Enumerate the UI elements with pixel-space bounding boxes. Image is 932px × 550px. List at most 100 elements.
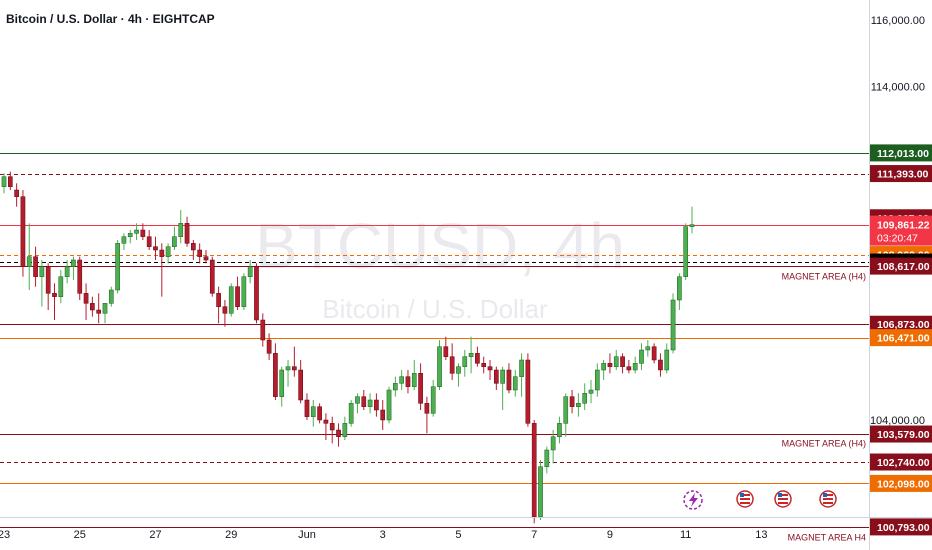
event-icons [683,490,837,510]
time-tick-label: 11 [680,529,691,541]
candle [626,360,632,374]
candle-body [197,249,203,257]
us-flag-event-icon[interactable] [819,490,837,508]
us-flag-event-icon[interactable] [736,490,754,508]
candle [266,333,272,360]
price-label-text: 100,793.00 [877,522,930,534]
candle-body [266,339,272,354]
candle-body [96,309,102,314]
candle-body [39,266,45,277]
candle [582,383,588,410]
candle [209,256,215,297]
candle [664,343,670,374]
candle [563,393,569,437]
candle-body [475,353,480,364]
candle [14,183,19,207]
candle-body [140,229,146,237]
candle-body [235,286,240,307]
lightning-event-icon[interactable] [683,490,703,510]
candle [594,363,600,397]
candle-body [14,189,19,197]
candle-body [651,346,657,361]
candle [430,380,436,417]
watermark-symbol: BTCUSD, 4h [255,210,625,282]
candle [33,246,38,287]
candle [1,173,7,194]
candle-body [544,449,550,467]
us-flag-event-icon[interactable] [774,490,792,508]
candle-body [45,266,51,294]
candle [159,243,165,297]
candle-body [121,236,127,244]
candle [336,423,341,447]
candle-body [462,356,468,367]
candle [569,390,575,414]
candle [424,396,430,434]
candle-body [500,369,505,384]
price-label-text: 111,393.00 [877,169,929,181]
price-label-box [870,165,932,183]
candle [689,206,695,234]
candle-body [380,409,386,421]
candle [273,343,278,400]
candle [462,350,468,377]
chart-title: Bitcoin / U.S. Dollar · 4h · EIGHTCAP [6,12,215,26]
candle-body [64,266,70,277]
candle [64,260,70,284]
candle [374,393,379,417]
price-label-box [870,518,932,536]
candle [632,356,638,374]
candle [83,283,89,320]
candle [45,263,51,310]
candle [254,263,259,324]
candle [651,343,657,364]
candle-body [279,369,285,397]
candle [197,243,203,264]
time-axis[interactable]: 23 25 27 29 Jun 3 5 7 9 11 13 [0,529,768,541]
candle-body [355,396,360,404]
candle [380,400,386,430]
annotations: MAGNET AREA (H4) MAGNET AREA (H4) MAGNET A… [782,272,866,543]
candle-body [639,349,644,364]
candle-body [525,359,531,424]
price-label-box [870,257,932,275]
candle-body [7,176,13,187]
candle-body [348,403,354,424]
candle-body [90,303,95,311]
candles [1,171,695,524]
candle [153,236,158,260]
price-label-box [870,329,932,347]
candle [172,226,177,250]
candle [191,240,196,260]
price-label-text: 103,579.00 [877,429,930,441]
candle [443,336,449,360]
candle-body [601,363,606,371]
magnet-area-label: MAGNET AREA H4 [788,532,866,542]
candle-body [1,176,7,187]
candle [323,413,329,440]
candle [557,416,562,444]
price-axis[interactable]: 116,000.00 114,000.00 104,000.00 [870,15,925,427]
candle-body [285,366,291,371]
candle [613,350,619,370]
candle-body [228,286,234,314]
candle [310,400,316,427]
candle [437,340,442,390]
time-tick-label: Jun [298,529,316,541]
candle [683,223,689,280]
price-label-text: 112,013.00 [877,148,929,160]
candle-body [203,256,209,261]
candle [115,240,120,294]
candle [146,230,152,250]
candle-body [108,289,114,304]
candle [493,366,499,390]
candle [140,223,146,240]
candle [203,250,209,264]
price-labels: 112,013.00111,393.00110,067.00109,861.22… [870,144,932,536]
time-tick-label: 13 [755,529,767,541]
candle-body [127,233,133,237]
candle [506,363,512,394]
level-lines [0,153,869,528]
